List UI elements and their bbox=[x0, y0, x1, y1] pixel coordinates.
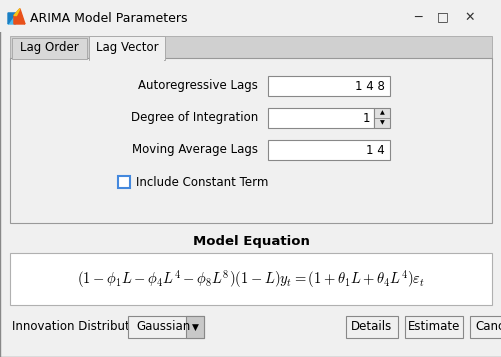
Bar bbox=[118, 176, 130, 188]
Bar bbox=[0, 0, 501, 32]
Polygon shape bbox=[14, 9, 25, 24]
Bar bbox=[268, 108, 373, 128]
Text: ─: ─ bbox=[413, 10, 421, 24]
Polygon shape bbox=[8, 13, 16, 24]
Text: Include Constant Term: Include Constant Term bbox=[136, 176, 268, 188]
Text: 1 4 8: 1 4 8 bbox=[354, 80, 384, 92]
Polygon shape bbox=[14, 9, 20, 15]
Text: Lag Order: Lag Order bbox=[20, 41, 79, 55]
Bar bbox=[89, 36, 165, 60]
Bar bbox=[128, 316, 203, 338]
Bar bbox=[10, 253, 491, 305]
Text: $(1 - \phi_1 L - \phi_4 L^4 - \phi_8 L^8)(1-L)y_t$$ = (1 + \theta_1 L + \theta_4: $(1 - \phi_1 L - \phi_4 L^4 - \phi_8 L^8… bbox=[77, 268, 424, 290]
Bar bbox=[268, 76, 389, 96]
Bar bbox=[10, 36, 491, 60]
Bar bbox=[186, 316, 203, 338]
Bar bbox=[345, 316, 397, 338]
Text: ▼: ▼ bbox=[191, 322, 198, 332]
Bar bbox=[469, 316, 501, 338]
Text: Autoregressive Lags: Autoregressive Lags bbox=[138, 80, 258, 92]
Bar bbox=[373, 108, 389, 128]
Text: Innovation Distribution: Innovation Distribution bbox=[12, 321, 147, 333]
Text: Moving Average Lags: Moving Average Lags bbox=[132, 144, 258, 156]
Bar bbox=[404, 316, 462, 338]
Text: Estimate: Estimate bbox=[407, 321, 459, 333]
Text: Model Equation: Model Equation bbox=[192, 235, 309, 247]
Text: ▲: ▲ bbox=[379, 111, 384, 116]
Text: Details: Details bbox=[351, 321, 392, 333]
Text: ▼: ▼ bbox=[379, 121, 384, 126]
Text: Degree of Integration: Degree of Integration bbox=[130, 111, 258, 125]
Text: Lag Vector: Lag Vector bbox=[96, 41, 158, 55]
Text: ✕: ✕ bbox=[464, 10, 474, 24]
Bar bbox=[12, 38, 87, 59]
Text: 1 4: 1 4 bbox=[366, 144, 384, 156]
Bar bbox=[90, 58, 164, 61]
Bar bbox=[268, 140, 389, 160]
Polygon shape bbox=[8, 13, 16, 24]
Text: Gaussian: Gaussian bbox=[136, 321, 190, 333]
Text: 1: 1 bbox=[362, 111, 369, 125]
Text: ARIMA Model Parameters: ARIMA Model Parameters bbox=[30, 12, 187, 25]
Text: Cancel: Cancel bbox=[474, 321, 501, 333]
Text: □: □ bbox=[436, 10, 448, 24]
Bar bbox=[10, 58, 491, 223]
Polygon shape bbox=[14, 15, 25, 24]
